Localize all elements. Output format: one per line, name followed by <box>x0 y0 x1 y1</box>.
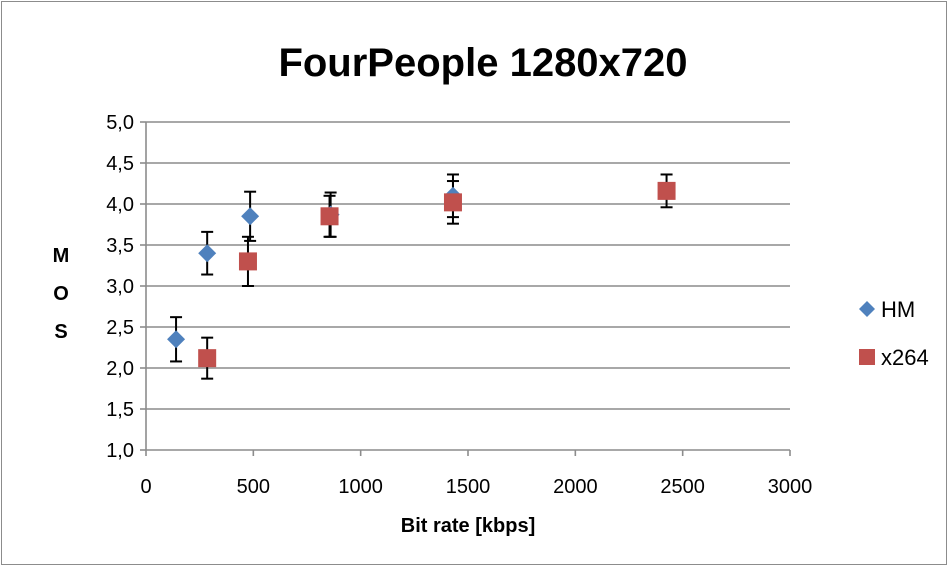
x-axis-title: Bit rate [kbps] <box>401 515 535 537</box>
y-axis-title-letter: M <box>53 245 70 267</box>
x-tick-label: 1500 <box>446 476 491 498</box>
data-point-hm <box>167 330 186 349</box>
x-tick-label: 0 <box>140 476 151 498</box>
data-point-x264 <box>238 252 257 271</box>
axes <box>140 121 791 456</box>
y-axis-title-letter: S <box>54 321 67 343</box>
x-tick-label: 2000 <box>553 476 598 498</box>
x-axis-tick-labels: 0 500 1000 1500 2000 2500 3000 <box>140 476 812 498</box>
x-tick-label: 500 <box>237 476 270 498</box>
legend-label-x264: x264 <box>881 345 929 370</box>
y-tick-label: 3,5 <box>106 235 134 257</box>
data-point-x264 <box>657 181 676 200</box>
x-tick-label: 2500 <box>660 476 705 498</box>
y-axis-title-letter: O <box>53 283 69 305</box>
data-point-hm <box>241 207 260 226</box>
y-tick-label: 5,0 <box>106 112 134 134</box>
legend-marker-hm <box>859 301 875 317</box>
data-point-x264 <box>320 207 339 226</box>
chart-title: FourPeople 1280x720 <box>278 41 687 85</box>
y-tick-label: 1,5 <box>106 399 134 421</box>
error-bars <box>170 173 673 380</box>
y-axis-tick-labels: 1,0 1,5 2,0 2,5 3,0 3,5 4,0 4,5 5,0 <box>106 112 134 462</box>
gridlines <box>146 121 790 410</box>
y-tick-label: 4,0 <box>106 194 134 216</box>
data-point-x264 <box>198 349 217 368</box>
y-tick-label: 2,5 <box>106 317 134 339</box>
y-tick-label: 2,0 <box>106 358 134 380</box>
y-tick-label: 4,5 <box>106 153 134 175</box>
data-points <box>167 181 676 368</box>
legend[interactable]: HM x264 <box>859 297 929 370</box>
y-tick-label: 1,0 <box>106 440 134 462</box>
legend-marker-x264 <box>859 349 875 365</box>
data-point-hm <box>198 244 217 263</box>
y-axis-title: MOS <box>53 245 70 343</box>
data-point-x264 <box>443 193 462 212</box>
x-tick-label: 3000 <box>768 476 813 498</box>
x-tick-label: 1000 <box>338 476 383 498</box>
y-tick-label: 3,0 <box>106 276 134 298</box>
legend-label-hm: HM <box>881 297 915 322</box>
